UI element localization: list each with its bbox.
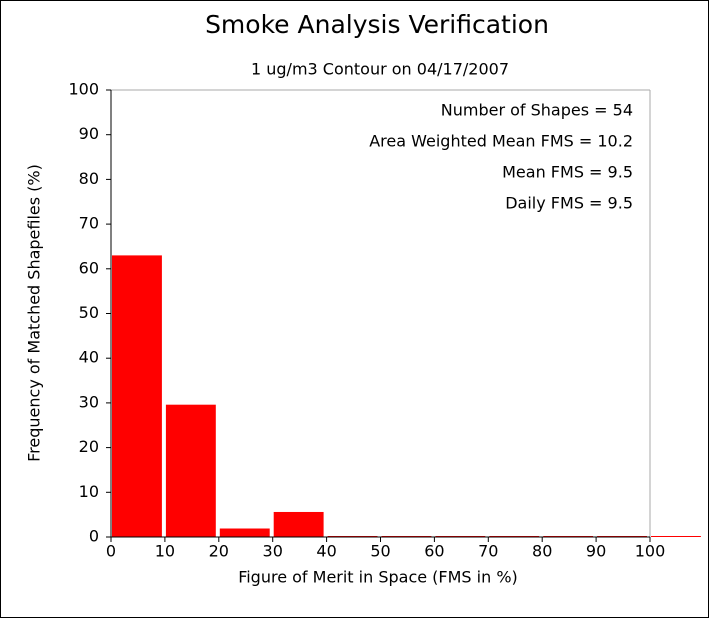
y-tick-label: 100 xyxy=(68,80,99,99)
x-tick-label: 70 xyxy=(478,542,498,561)
histogram-bar xyxy=(273,511,324,537)
y-tick-label: 30 xyxy=(79,392,99,411)
y-tick-label: 80 xyxy=(79,169,99,188)
y-tick-label: 50 xyxy=(79,303,99,322)
y-tick-label: 0 xyxy=(89,527,99,546)
x-tick-label: 60 xyxy=(424,542,444,561)
y-axis-label: Frequency of Matched Shapefiles (%) xyxy=(25,164,44,462)
y-tick-label: 90 xyxy=(79,124,99,143)
y-tick-label: 10 xyxy=(79,482,99,501)
x-tick-label: 0 xyxy=(106,542,116,561)
chart-title: Smoke Analysis Verification xyxy=(205,10,549,39)
x-axis-label: Figure of Merit in Space (FMS in %) xyxy=(238,568,518,587)
x-tick-label: 90 xyxy=(586,542,606,561)
y-tick-label: 70 xyxy=(79,214,99,233)
histogram-bar xyxy=(219,528,270,537)
y-tick-label: 40 xyxy=(79,348,99,367)
x-tick-label: 80 xyxy=(532,542,552,561)
chart-subtitle: 1 ug/m3 Contour on 04/17/2007 xyxy=(251,60,509,79)
annotation: Area Weighted Mean FMS = 10.2 xyxy=(369,132,633,151)
x-tick-label: 30 xyxy=(263,542,283,561)
y-tick-label: 20 xyxy=(79,437,99,456)
annotation: Number of Shapes = 54 xyxy=(441,101,633,120)
x-tick-label: 20 xyxy=(209,542,229,561)
x-tick-label: 40 xyxy=(316,542,336,561)
x-tick-label: 10 xyxy=(155,542,175,561)
x-tick-label: 50 xyxy=(370,542,390,561)
annotation: Mean FMS = 9.5 xyxy=(502,163,633,182)
y-tick-label: 60 xyxy=(79,258,99,277)
annotation: Daily FMS = 9.5 xyxy=(505,194,633,213)
histogram-bar xyxy=(112,255,162,537)
histogram-bar xyxy=(651,536,701,537)
x-tick-label: 100 xyxy=(635,542,666,561)
histogram-bar xyxy=(165,404,216,537)
